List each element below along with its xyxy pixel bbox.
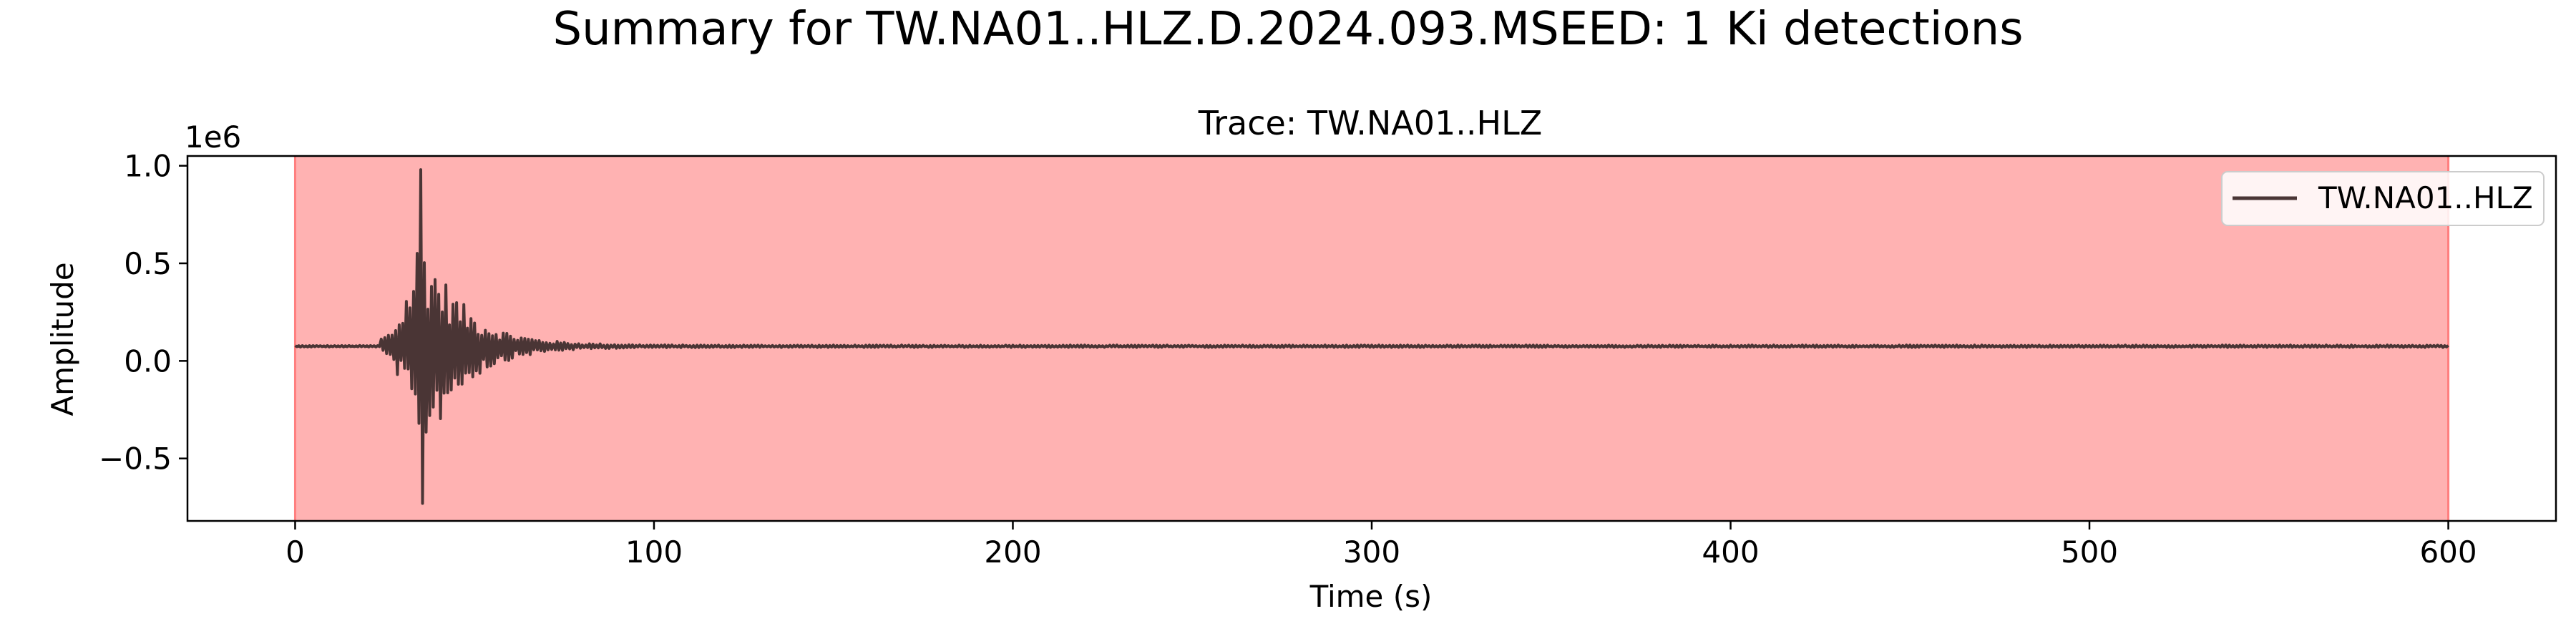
x-tick-label: 0 bbox=[286, 535, 305, 570]
axes-title: Trace: TW.NA01..HLZ bbox=[1198, 104, 1542, 142]
detection-span bbox=[295, 156, 2449, 521]
x-axis: 0 100 200 300 400 500 600 bbox=[286, 521, 2477, 570]
x-tick-label: 300 bbox=[1343, 535, 1400, 570]
x-tick-label: 100 bbox=[625, 535, 683, 570]
y-axis-label: Amplitude bbox=[45, 262, 80, 416]
y-tick-label: −0.5 bbox=[99, 441, 172, 477]
trace-line bbox=[294, 168, 2449, 505]
x-tick-label: 200 bbox=[984, 535, 1041, 570]
y-tick-label: 0.5 bbox=[124, 246, 172, 281]
figure-suptitle: Summary for TW.NA01..HLZ.D.2024.093.MSEE… bbox=[552, 3, 2023, 56]
x-tick-label: 400 bbox=[1702, 535, 1759, 570]
plot-area bbox=[186, 155, 2557, 522]
y-tick-label: 0.0 bbox=[124, 343, 172, 379]
y-offset-label: 1e6 bbox=[185, 119, 241, 155]
y-tick-label: 1.0 bbox=[124, 149, 172, 184]
x-tick-label: 500 bbox=[2061, 535, 2118, 570]
legend: TW.NA01..HLZ bbox=[2221, 171, 2545, 226]
x-axis-label: Time (s) bbox=[1309, 579, 1433, 614]
trace-layer bbox=[294, 168, 2449, 505]
legend-entry-label: TW.NA01..HLZ bbox=[2318, 180, 2533, 215]
legend-box bbox=[2221, 171, 2545, 226]
x-tick-label: 600 bbox=[2419, 535, 2477, 570]
detections-layer bbox=[293, 156, 2450, 521]
y-axis: −0.5 0.0 0.5 1.0 bbox=[99, 149, 187, 477]
